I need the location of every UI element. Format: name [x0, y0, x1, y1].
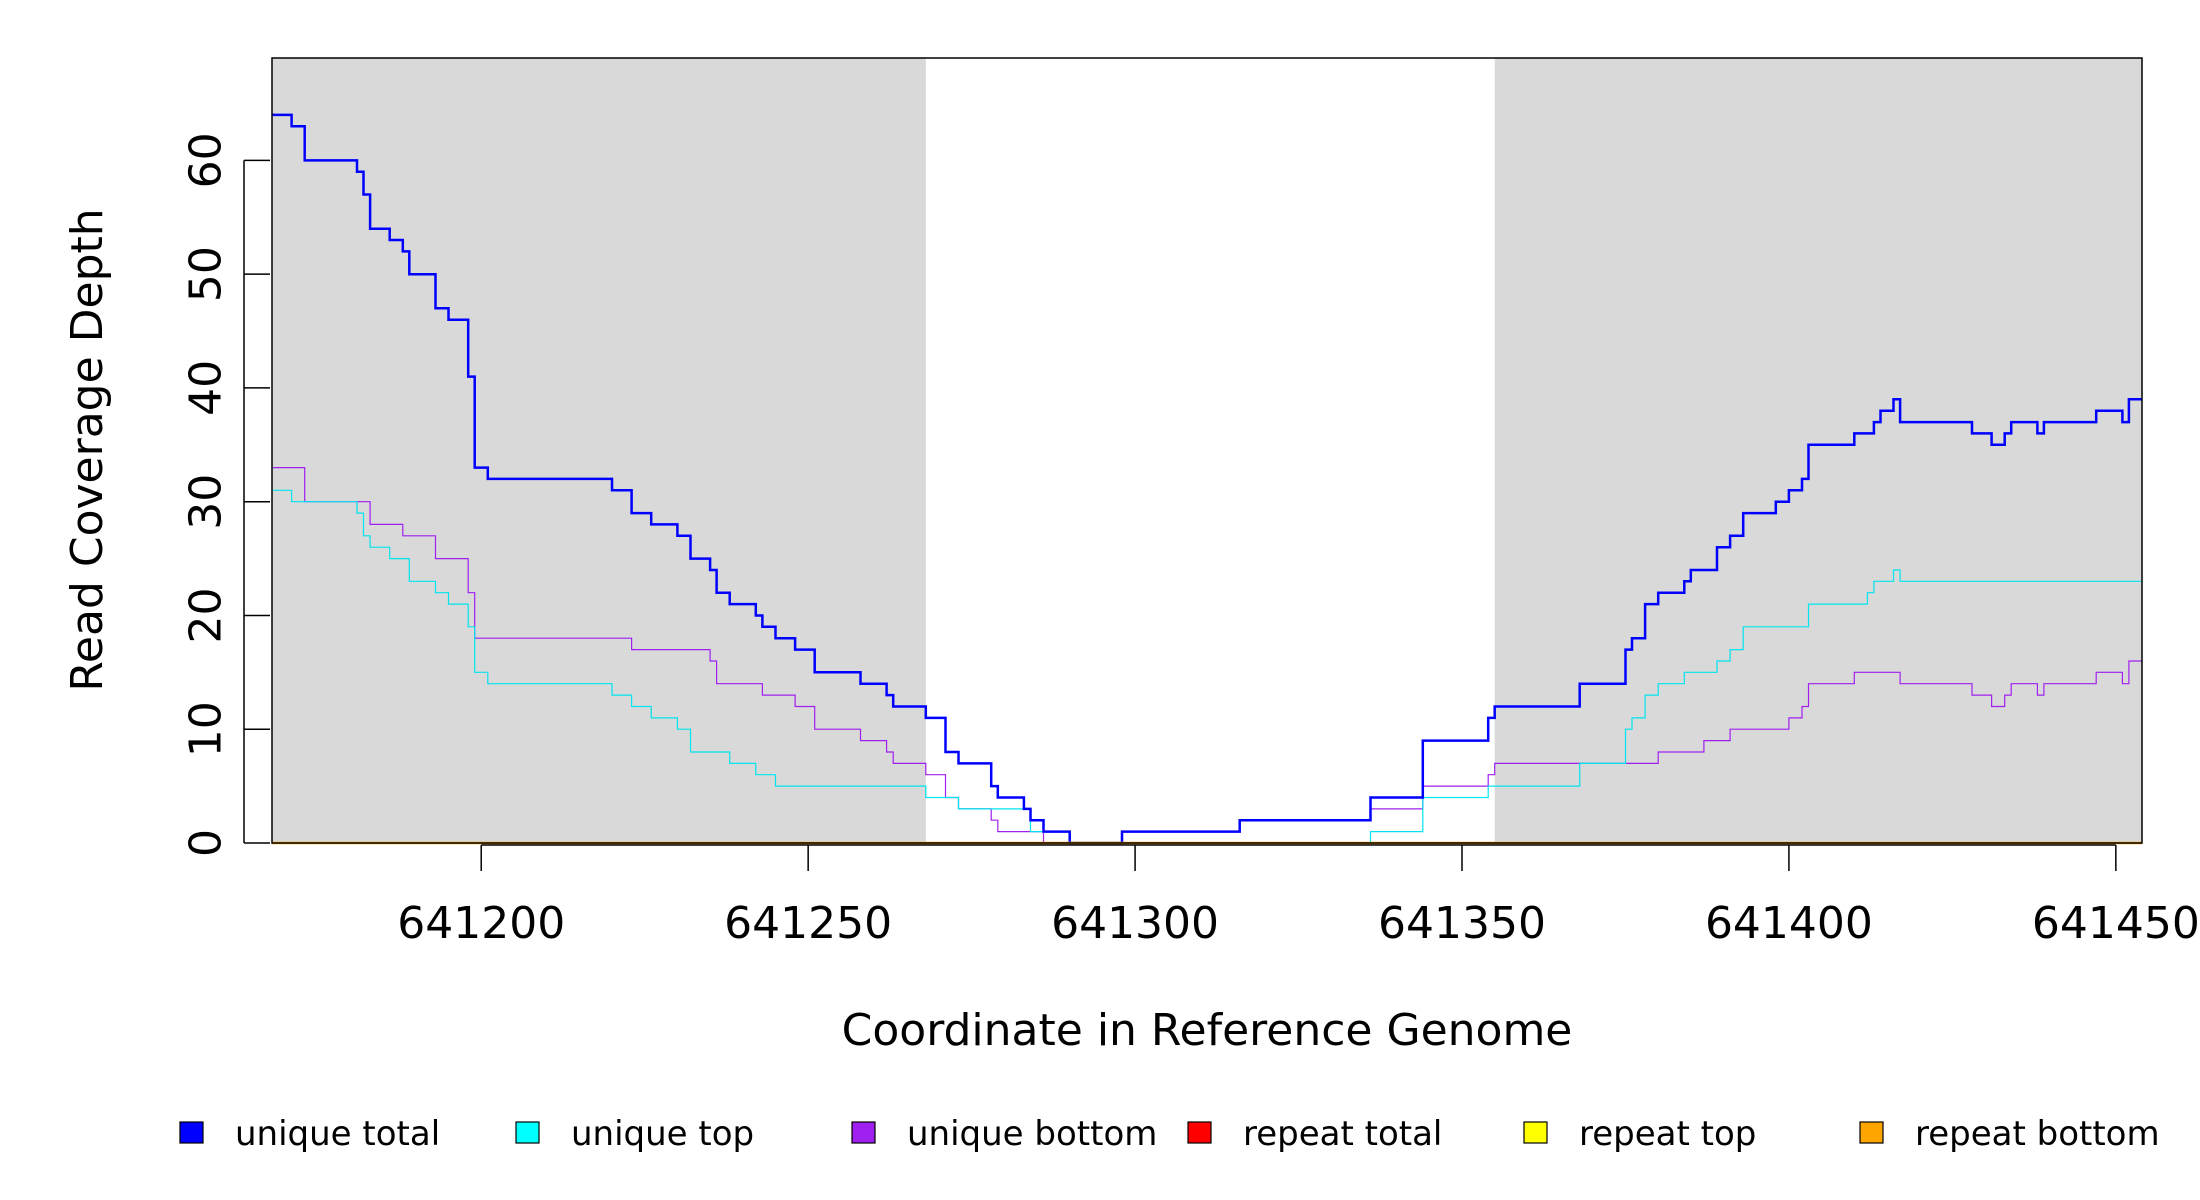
legend-swatch	[851, 1121, 876, 1144]
y-axis-label: Read Coverage Depth	[62, 208, 113, 691]
y-tick-label: 10	[181, 701, 232, 757]
y-axis: 0 10 20 30 40 50 60	[181, 132, 270, 857]
x-axis-label: Coordinate in Reference Genome	[842, 1005, 1573, 1056]
x-tick-label: 641350	[1378, 898, 1546, 949]
legend-swatch	[1523, 1121, 1548, 1144]
plot-frame	[271, 57, 2143, 844]
legend-swatch	[179, 1121, 204, 1144]
legend-swatch	[515, 1121, 540, 1144]
x-tick-label: 641300	[1051, 898, 1219, 949]
legend-item: repeat top	[1523, 1114, 1756, 1154]
legend-item: unique bottom	[851, 1114, 1157, 1154]
y-tick-label: 0	[181, 829, 232, 857]
shaded-region	[1494, 58, 2142, 843]
y-tick-label: 20	[181, 587, 232, 643]
y-tick-label: 50	[181, 246, 232, 302]
x-tick-label: 641450	[2032, 898, 2200, 949]
x-axis: 641200 641250 641300 641350 641400 641450	[397, 844, 2200, 949]
legend-item: unique total	[179, 1114, 440, 1154]
legend-label: unique bottom	[907, 1114, 1157, 1154]
legend-label: repeat top	[1579, 1114, 1756, 1154]
legend-label: repeat bottom	[1915, 1114, 2160, 1154]
x-tick-label: 641250	[724, 898, 892, 949]
y-tick-label: 30	[181, 474, 232, 530]
shaded-region	[272, 58, 926, 843]
x-tick-label: 641400	[1705, 898, 1873, 949]
legend: unique total unique top unique bottom repea…	[179, 1114, 2160, 1154]
y-tick-label: 60	[181, 132, 232, 188]
y-tick-label: 40	[181, 360, 232, 416]
x-tick-label: 641200	[397, 898, 565, 949]
series-line-unique-top	[272, 489, 2142, 844]
legend-item: repeat total	[1187, 1114, 1442, 1154]
legend-label: unique total	[235, 1114, 440, 1154]
legend-swatch	[1859, 1121, 1884, 1144]
legend-item: unique top	[515, 1114, 754, 1154]
legend-label: repeat total	[1243, 1114, 1442, 1154]
legend-label: unique top	[571, 1114, 754, 1154]
legend-item: repeat bottom	[1859, 1114, 2160, 1154]
legend-swatch	[1187, 1121, 1212, 1144]
series-line-unique-total	[272, 113, 2142, 845]
shaded-regions	[272, 58, 2142, 843]
